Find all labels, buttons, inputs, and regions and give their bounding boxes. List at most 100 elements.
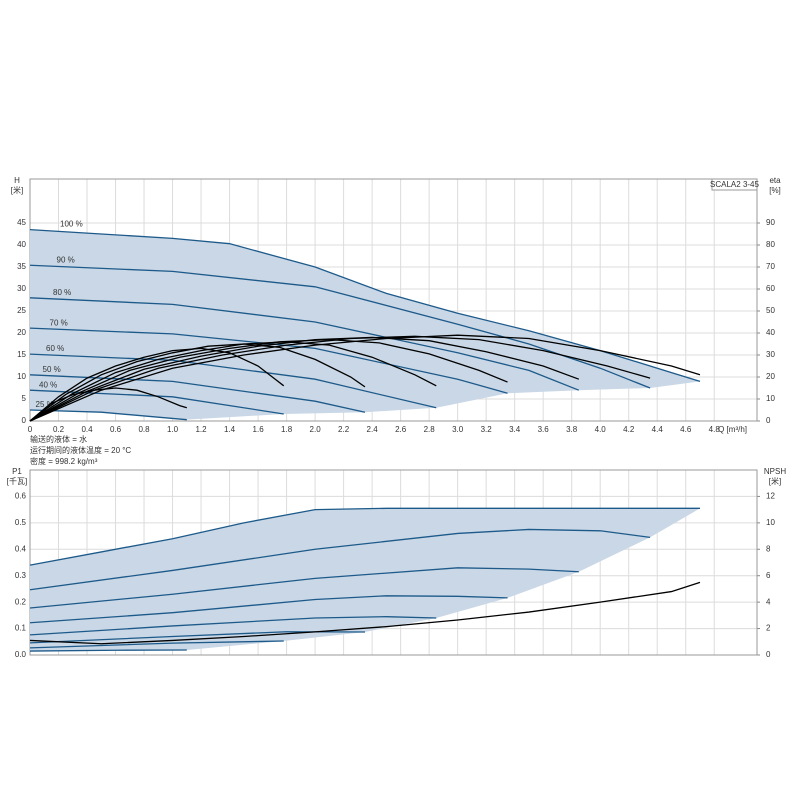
y2-tick-label: 80 — [766, 240, 775, 249]
x-axis-label: Q [m³/h] — [718, 425, 747, 434]
curve — [29, 347, 285, 422]
curve — [29, 228, 701, 383]
y-tick-label: 10 — [17, 372, 26, 381]
curve — [29, 389, 284, 415]
note: 运行期间的液体温度 = 20 °C — [30, 445, 131, 455]
x-tick-label: 3.2 — [481, 425, 493, 434]
y-axis-unit: [千瓦] — [7, 476, 27, 486]
curve — [29, 567, 579, 609]
y2-tick-label: 40 — [766, 328, 775, 337]
plot-frame — [29, 469, 758, 656]
y2-tick-label: 12 — [766, 492, 775, 501]
y2-tick-label: 4 — [766, 597, 771, 606]
x-tick-label: 2.4 — [367, 425, 379, 434]
y-tick-label: 0.6 — [15, 492, 27, 501]
y-tick-label: 35 — [17, 262, 26, 271]
x-tick-label: 4.8 — [709, 425, 721, 434]
y-tick-label: 45 — [17, 218, 26, 227]
curve — [29, 374, 366, 413]
y2-tick-label: 90 — [766, 218, 775, 227]
x-tick-label: 3.8 — [566, 425, 578, 434]
curve-label: 25 % — [36, 400, 54, 409]
curve — [29, 528, 651, 591]
y-axis-unit: [米] — [11, 185, 23, 195]
operating-range — [30, 508, 700, 655]
curve-label: 40 % — [39, 380, 57, 389]
x-tick-label: 1.0 — [167, 425, 179, 434]
x-tick-label: 3.0 — [452, 425, 464, 434]
curve-label: 70 % — [50, 318, 68, 327]
x-tick-label: 4.6 — [680, 425, 692, 434]
curve — [29, 264, 651, 389]
curve — [29, 387, 187, 422]
curve — [29, 640, 284, 649]
y2-tick-label: 10 — [766, 518, 775, 527]
y-tick-label: 25 — [17, 306, 26, 315]
x-tick-label: 4.0 — [595, 425, 607, 434]
y2-tick-label: 30 — [766, 350, 775, 359]
y-tick-label: 0.3 — [15, 571, 27, 580]
curve-label: 100 % — [60, 220, 83, 229]
x-tick-label: 0.6 — [110, 425, 122, 434]
y2-tick-label: 10 — [766, 394, 775, 403]
note: 输送的液体 = 水 — [30, 434, 87, 444]
curve-label: 90 % — [57, 255, 75, 264]
y2-tick-label: 6 — [766, 571, 771, 580]
y-tick-label: 0 — [22, 416, 27, 425]
y-tick-label: 0.5 — [15, 518, 27, 527]
x-tick-label: 2.6 — [395, 425, 407, 434]
x-tick-label: 0.4 — [81, 425, 93, 434]
y2-tick-label: 2 — [766, 624, 771, 633]
x-tick-label: 0 — [28, 425, 33, 434]
y-axis-label: H — [14, 176, 20, 185]
note: 密度 = 998.2 kg/m³ — [30, 456, 98, 466]
curve — [29, 631, 365, 644]
y2-tick-label: 70 — [766, 262, 775, 271]
y-tick-label: 20 — [17, 328, 26, 337]
x-tick-label: 1.6 — [253, 425, 265, 434]
y2-tick-label: 8 — [766, 544, 771, 553]
x-tick-label: 2.8 — [424, 425, 436, 434]
x-tick-label: 4.2 — [623, 425, 635, 434]
operating-range — [30, 229, 700, 421]
annotation-box — [711, 178, 758, 191]
curve-label: 50 % — [43, 365, 61, 374]
y2-tick-label: 0 — [766, 650, 771, 659]
x-tick-label: 1.2 — [195, 425, 207, 434]
y-tick-label: 5 — [22, 394, 27, 403]
y-tick-label: 40 — [17, 240, 26, 249]
y2-tick-label: 50 — [766, 306, 775, 315]
y2-axis-label: NPSH — [764, 467, 786, 476]
x-tick-label: 1.8 — [281, 425, 293, 434]
y-tick-label: 0.4 — [15, 544, 27, 553]
y2-tick-label: 0 — [766, 416, 771, 425]
y-tick-label: 15 — [17, 350, 26, 359]
curve — [29, 616, 437, 636]
curve — [29, 343, 366, 422]
x-tick-label: 2.2 — [338, 425, 350, 434]
y2-tick-label: 20 — [766, 372, 775, 381]
y2-tick-label: 60 — [766, 284, 775, 293]
x-tick-label: 3.6 — [538, 425, 550, 434]
y-tick-label: 0.2 — [15, 597, 27, 606]
curve-label: 60 % — [46, 344, 64, 353]
x-tick-label: 2.0 — [310, 425, 322, 434]
x-tick-label: 0.8 — [138, 425, 150, 434]
y-tick-label: 0.1 — [15, 624, 27, 633]
curve-label: 80 % — [53, 288, 71, 297]
x-tick-label: 4.4 — [652, 425, 664, 434]
y-tick-label: 30 — [17, 284, 26, 293]
x-tick-label: 0.2 — [53, 425, 65, 434]
y2-axis-unit: [%] — [769, 186, 781, 195]
y2-axis-unit: [米] — [769, 476, 781, 486]
curve — [29, 507, 700, 566]
curve — [29, 353, 437, 409]
curve — [29, 649, 187, 652]
y-tick-label: 0.0 — [15, 650, 27, 659]
y-axis-label: P1 — [12, 467, 22, 476]
x-tick-label: 1.4 — [224, 425, 236, 434]
annotation: SCALA2 3-45 — [710, 180, 759, 189]
curve — [29, 595, 508, 624]
curve — [29, 327, 508, 394]
